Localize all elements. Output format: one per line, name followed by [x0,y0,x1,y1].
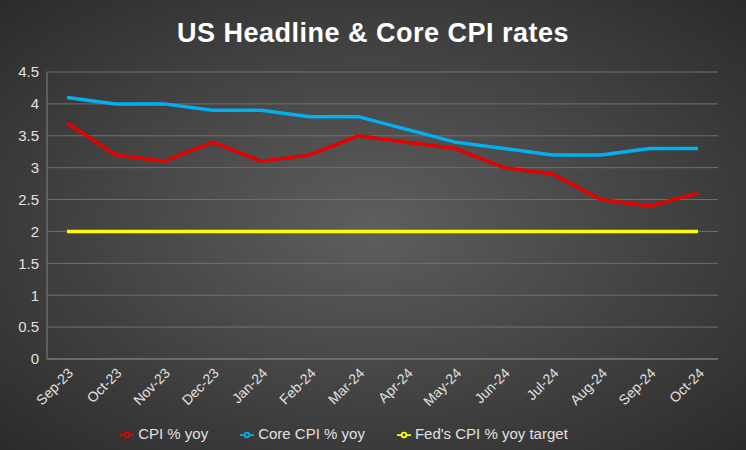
svg-text:Jan-24: Jan-24 [229,365,271,407]
html-text:US Headline & Core CPI rates: US Headline & Core CPI rates [176,18,570,48]
svg-text:3.5: 3.5 [18,127,39,144]
svg-text:0.5: 0.5 [18,318,39,335]
svg-text:Jun-24: Jun-24 [471,365,513,407]
svg-text:Feb-24: Feb-24 [276,365,319,408]
svg-text:Oct-23: Oct-23 [84,365,125,406]
svg-text:Sep-24: Sep-24 [615,365,658,408]
svg-text:0: 0 [31,350,39,367]
svg-text:2.5: 2.5 [18,191,39,208]
svg-text:Oct-24: Oct-24 [666,365,707,406]
svg-text:Nov-23: Nov-23 [130,365,173,408]
svg-text:1: 1 [31,287,39,304]
html-text:Core CPI % yoy: Core CPI % yoy [258,425,365,442]
svg-text:2: 2 [31,223,39,240]
svg-text:May-24: May-24 [420,365,464,409]
html-text:CPI % yoy: CPI % yoy [138,425,209,442]
svg-text:3: 3 [31,159,39,176]
svg-text:Apr-24: Apr-24 [375,365,416,406]
svg-text:Sep-23: Sep-23 [33,365,76,408]
svg-text:Aug-24: Aug-24 [567,365,610,408]
svg-text:Dec-23: Dec-23 [179,365,222,408]
html-text:Fed's CPI % yoy target: Fed's CPI % yoy target [414,425,568,442]
svg-text:1.5: 1.5 [18,255,39,272]
svg-text:Mar-24: Mar-24 [325,365,368,408]
svg-text:4.5: 4.5 [18,63,39,80]
svg-text:Jul-24: Jul-24 [523,365,561,403]
svg-text:4: 4 [31,95,39,112]
